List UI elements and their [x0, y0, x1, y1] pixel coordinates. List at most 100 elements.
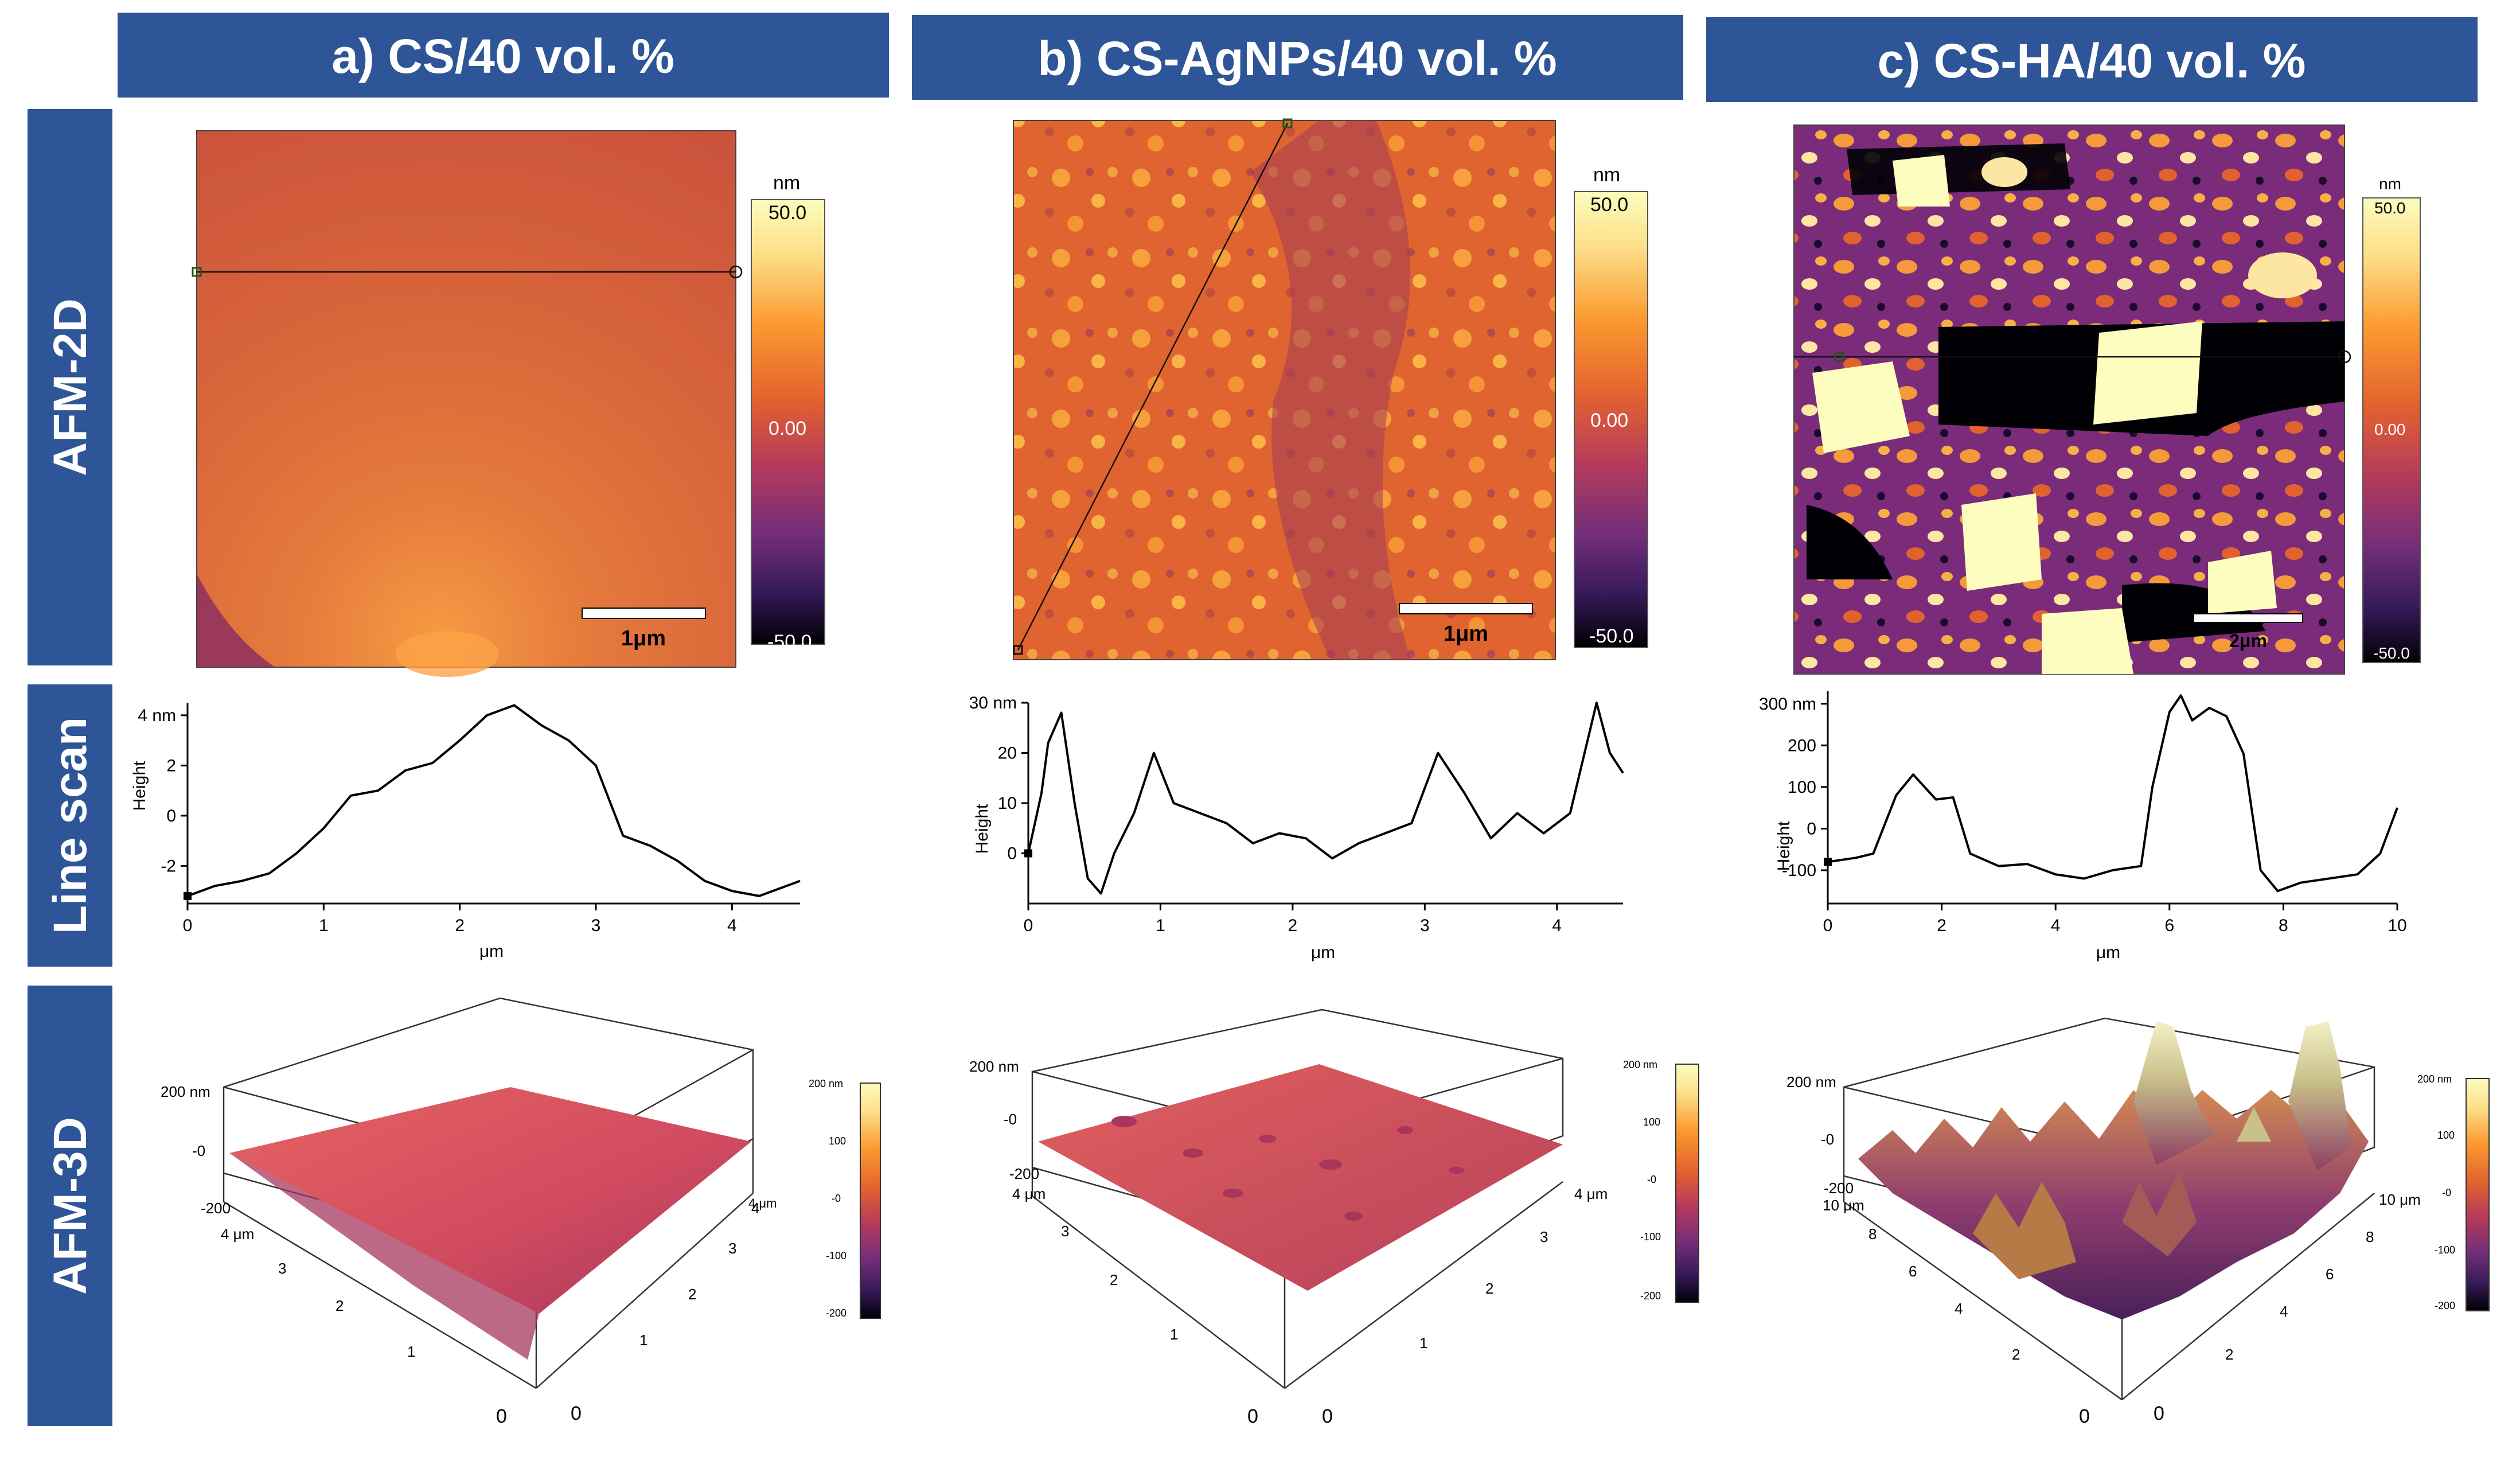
peak-right-c: [2288, 1021, 2351, 1170]
right-axis-b-4: 4 μm: [1574, 1185, 1608, 1202]
scale-bar-a: [582, 608, 706, 619]
ylabel-c: Height: [1774, 821, 1793, 871]
colorbar-3d-a: 200 nm 100 -0 -100 -200: [809, 1078, 881, 1319]
y-tick-label-a-0: 4 nm: [138, 706, 176, 725]
afm2d-image-c: 2μm: [1793, 124, 2351, 675]
row-label-linescan: Line scan: [44, 717, 96, 934]
scale-bar-c: [2193, 613, 2303, 623]
surface-bumps-b: [1111, 1116, 1465, 1221]
y-tick-label-c-3: 0: [1807, 819, 1816, 838]
right-axis-b-2: 2: [1485, 1280, 1493, 1297]
xlabel-b: μm: [1311, 943, 1335, 962]
line-scan-chart-c: Height μm 300 nm 200 100 0 -100 0 2 4 6 8 10: [1759, 691, 2407, 962]
y-tick-label-b-1: 20: [998, 744, 1017, 763]
x-tick-label-a-1: 1: [319, 916, 329, 935]
scale-bar-label-c: 2μm: [2229, 630, 2267, 651]
y-tick-label-c-0: 300 nm: [1759, 695, 1816, 714]
x-tick-label-a-3: 3: [591, 916, 601, 935]
colorbar-max-a: 50.0: [769, 202, 806, 224]
right-axis-a-5: 4 μm: [748, 1196, 777, 1210]
colorbar-mid-b: 0.00: [1590, 410, 1628, 431]
left-axis-a-1: 3: [278, 1260, 286, 1277]
colorbar-3d-b: 200 nm 100 -0 -100 -200: [1623, 1059, 1699, 1303]
z-tick-c-0: 200 nm: [1786, 1073, 1836, 1091]
left-axis-b-0: 4 μm: [1012, 1185, 1046, 1202]
cb3d-b-0: 200 nm: [1623, 1059, 1657, 1070]
scan-end-marker-b: [1282, 118, 1293, 129]
z-tick-c-1: -0: [1821, 1131, 1834, 1148]
column-header-b: b) CS-AgNPs/40 vol. %: [912, 15, 1683, 100]
right-axis-a-4: 4: [751, 1200, 759, 1217]
z-tick-c-2: -200: [1824, 1179, 1854, 1197]
cb3d-c-1: 100: [2437, 1130, 2455, 1141]
y-tick-label-c-4: -100: [1782, 861, 1816, 880]
left-axis-c-0: 10 μm: [1823, 1197, 1864, 1214]
right-axis-c-1: 2: [2225, 1346, 2233, 1363]
right-axis-c-4: 8: [2366, 1228, 2374, 1245]
right-axis-c-3: 6: [2326, 1266, 2334, 1283]
colorbar-max-b: 50.0: [1590, 194, 1628, 216]
y-tick-label-a-3: -2: [161, 856, 176, 875]
cb3d-c-0: 200 nm: [2417, 1073, 2452, 1085]
x-tick-label-b-4: 4: [1552, 916, 1562, 935]
x-tick-label-a-4: 4: [727, 916, 737, 935]
right-axis-b-3: 3: [1540, 1228, 1548, 1245]
cb3d-a-0: 200 nm: [809, 1078, 843, 1089]
x-tick-label-c-3: 6: [2164, 916, 2174, 935]
y-tick-label-c-1: 200: [1788, 736, 1816, 755]
row-header-afm2d: AFM-2D: [28, 109, 112, 665]
colorbar-unit-c: nm: [2379, 175, 2401, 193]
ylabel-b: Height: [973, 804, 992, 854]
cb3d-b-1: 100: [1643, 1116, 1660, 1128]
left-axis-c-3: 4: [1955, 1300, 1963, 1317]
cb3d-b-4: -200: [1640, 1290, 1661, 1302]
right-axis-a-0: 0: [571, 1403, 582, 1424]
row-label-afm2d: AFM-2D: [44, 298, 96, 476]
right-axis-c-5: 10 μm: [2379, 1191, 2421, 1208]
scan-end-marker-c: [2338, 350, 2351, 364]
right-axis-b-1: 1: [1419, 1334, 1427, 1352]
colorbar-3d-c: 200 nm 100 -0 -100 -200: [2417, 1073, 2490, 1311]
left-axis-a-0: 4 μm: [221, 1225, 254, 1243]
x-tick-label-a-2: 2: [455, 916, 465, 935]
x-tick-label-c-5: 10: [2388, 916, 2406, 935]
cb3d-a-4: -200: [826, 1307, 846, 1319]
y-tick-label-a-1: 2: [166, 756, 176, 775]
row-header-afm3d: AFM-3D: [28, 986, 112, 1426]
left-axis-c-1: 8: [1868, 1225, 1877, 1243]
z-tick-b-2: -200: [1009, 1165, 1039, 1182]
afm3d-plot-c: 200 nm -0 -200 10 μm 8 6 4 2 0 0 2 4 6 8…: [1786, 1017, 2421, 1427]
scan-start-marker-a: [192, 267, 202, 277]
y-tick-label-a-2: 0: [166, 807, 176, 826]
line-scan-cursor-a: [184, 891, 192, 900]
cb3d-a-1: 100: [829, 1135, 846, 1147]
scan-start-marker-b: [1013, 645, 1023, 655]
y-tick-label-b-3: 0: [1007, 844, 1017, 863]
scale-bar-label-a: 1μm: [621, 626, 666, 651]
column-header-a: a) CS/40 vol. %: [118, 13, 889, 98]
cb3d-c-2: -0: [2442, 1187, 2451, 1198]
peak-left-c: [2133, 1021, 2214, 1165]
line-scan-curve-c: [1827, 694, 2398, 893]
afm2d-image-a: 1μm: [192, 130, 743, 677]
cb3d-a-3: -100: [826, 1250, 846, 1261]
z-tick-a-1: -0: [192, 1142, 205, 1159]
colorbar-max-c: 50.0: [2374, 199, 2406, 217]
right-axis-a-3: 3: [728, 1240, 736, 1257]
x-tick-label-b-2: 2: [1288, 916, 1298, 935]
afm3d-plot-b: 200 nm -0 -200 4 μm 3 2 1 0 0 1 2 3 4 μm: [969, 1009, 1608, 1427]
colorbar-min-c: -50.0: [2373, 644, 2410, 662]
z-tick-a-0: 200 nm: [161, 1083, 210, 1100]
ylabel-a: Height: [130, 761, 149, 811]
right-axis-a-1: 1: [639, 1331, 647, 1349]
left-axis-c-4: 2: [2012, 1346, 2020, 1363]
y-tick-label-b-0: 30 nm: [969, 694, 1017, 712]
colorbar-mid-a: 0.00: [769, 418, 806, 439]
left-axis-b-4: 0: [1247, 1405, 1258, 1427]
left-axis-b-2: 2: [1110, 1271, 1118, 1288]
scale-bar-b: [1399, 603, 1533, 614]
left-axis-a-3: 1: [407, 1343, 415, 1360]
cb3d-b-2: -0: [1647, 1174, 1656, 1185]
line-scan-chart-b: Height μm 30 nm 20 10 0 0 1 2 3 4: [969, 694, 1624, 962]
